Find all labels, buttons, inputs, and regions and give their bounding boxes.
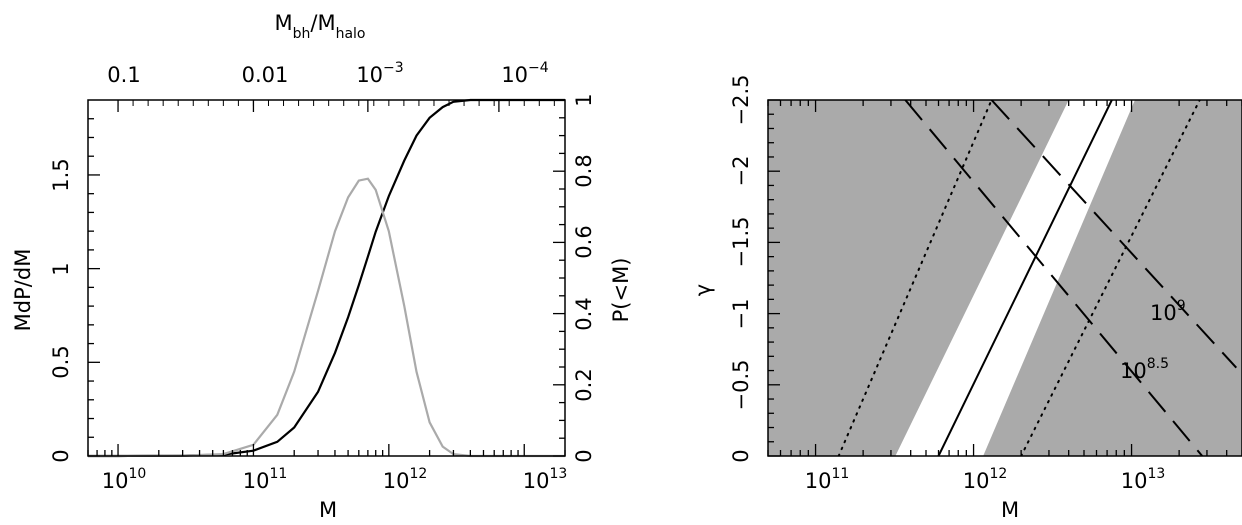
differential-probability-line: [88, 177, 565, 458]
dotted-contour-right: [1020, 100, 1201, 456]
right-y-tick-label: −0.5: [729, 360, 753, 411]
dashed-line-10-9: [990, 100, 1238, 369]
dotted-contour-left: [837, 100, 993, 456]
left-top-tick-label: 10−3: [356, 60, 403, 87]
left-y2-tick-label: 0.8: [572, 154, 596, 187]
left-y-axis-label: MdP/dM: [11, 249, 35, 332]
left-y2-tick-label: 0.4: [572, 297, 596, 330]
right-y-tick-label: −2.5: [729, 75, 753, 126]
left-y-tick-label: 1: [49, 262, 73, 275]
left-top-tick-label: 10−4: [501, 60, 548, 87]
right-plot-frame: [767, 99, 1242, 457]
right-chart: 109 108.5 1011 1012 1013 M 0 −0.5 −1 −1.…: [691, 75, 1242, 522]
left-y2-tick-label: 0.2: [572, 368, 596, 401]
best-fit-line: [937, 100, 1113, 456]
left-top-tick-label: 0.1: [107, 63, 140, 87]
left-y2-axis-label: P(<M): [609, 258, 633, 323]
left-top-tick-label: 0.01: [242, 63, 289, 87]
right-y-tick-label: −2: [729, 156, 753, 187]
right-y-axis-label: γ: [691, 284, 715, 296]
dashed-line-label-10-9: 109: [1150, 298, 1186, 325]
left-y2-tick-label: 1: [572, 93, 596, 106]
left-y-tick-label: 0.5: [49, 345, 73, 378]
left-chart: 1010 1011 1012 1013 M 0.1 0.01 10−3 10−4…: [11, 11, 633, 522]
left-x-tick-label: 1012: [383, 466, 428, 493]
left-top-axis-label: Mbh/Mhalo: [274, 11, 365, 42]
left-y-tick-label: 1.5: [49, 158, 73, 191]
right-x-tick-label: 1013: [1121, 466, 1166, 493]
right-y-tick-label: −1.5: [729, 217, 753, 268]
left-tick-marks: [87, 99, 566, 457]
right-x-tick-label: 1011: [805, 466, 850, 493]
left-x-tick-label: 1013: [523, 466, 568, 493]
left-x-axis-label: M: [319, 498, 337, 522]
dashed-line-10-8.5: [904, 100, 1203, 456]
left-x-tick-label: 1010: [102, 466, 147, 493]
left-y-tick-label: 0: [49, 449, 73, 462]
right-y-tick-label: 0: [729, 449, 753, 462]
dashed-line-label-10-8.5: 108.5: [1120, 356, 1169, 383]
left-curves: [88, 98, 565, 458]
left-x-tick-label: 1011: [243, 466, 288, 493]
left-y2-tick-label: 0: [572, 449, 596, 462]
right-x-axis-label: M: [1001, 498, 1019, 522]
right-tick-marks: [767, 99, 1242, 457]
right-x-tick-label: 1012: [963, 466, 1008, 493]
left-y2-tick-label: 0.6: [572, 225, 596, 258]
right-y-tick-label: −1: [729, 299, 753, 330]
cumulative-probability-line: [88, 98, 565, 458]
allowed-band: [895, 100, 1135, 456]
left-plot-frame: [87, 99, 566, 457]
